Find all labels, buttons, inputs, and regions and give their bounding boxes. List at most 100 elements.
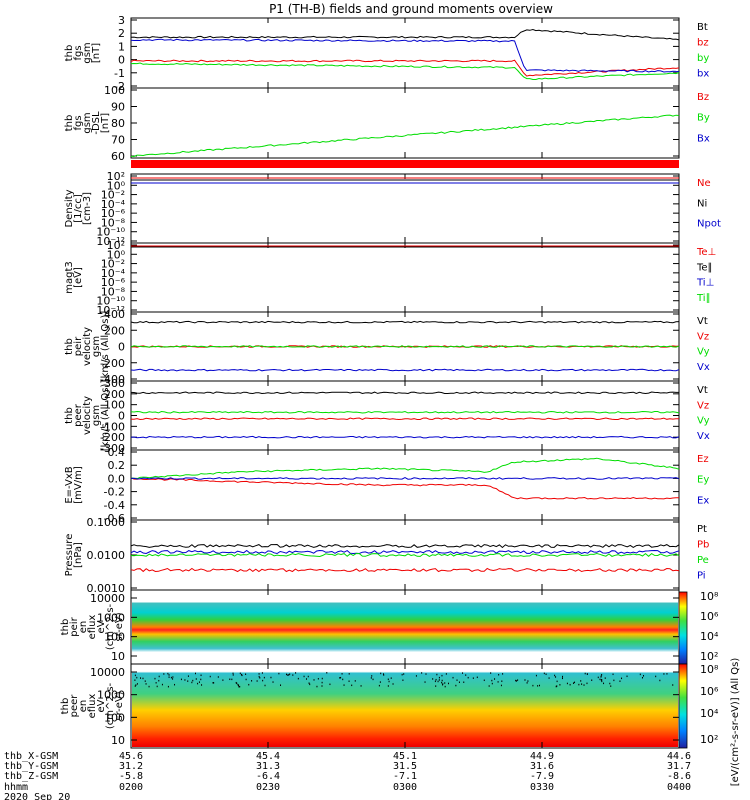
series-Vy (130, 345, 680, 348)
spectrogram-speckle (287, 674, 289, 676)
y-tick-label: -200 (100, 357, 125, 370)
y-axis-label: eflux (87, 615, 98, 640)
spectrogram-speckle (288, 674, 290, 676)
spectrogram-speckle (559, 684, 561, 686)
spectrogram-speckle (245, 673, 247, 676)
legend-entry: Vx (697, 362, 710, 373)
y-tick-label: -400 (100, 373, 125, 386)
spectrogram-speckle (390, 677, 392, 679)
spectrogram-speckle (604, 677, 606, 679)
spectrogram-speckle (545, 673, 547, 676)
y-tick-label: -1 (114, 67, 125, 80)
footer-value: 31.7 (667, 761, 691, 772)
spectrogram-speckle (402, 679, 404, 681)
y-tick-label: 200 (104, 324, 125, 337)
spectrogram-speckle (329, 683, 331, 686)
y-tick-label: 0.0 (108, 472, 126, 485)
spectrogram-speckle (217, 676, 219, 678)
spectrogram-speckle (239, 672, 241, 675)
spectrogram-speckle (339, 677, 341, 679)
footer-row-label: 2020 Sep 20 (4, 792, 70, 800)
spectrogram-speckle (490, 672, 492, 674)
y-axis-label: [1/cc] (73, 194, 84, 223)
spectrogram-speckle (566, 682, 568, 685)
y-axis-label: eflux (87, 694, 98, 719)
spectrogram-speckle (140, 677, 142, 679)
spectrogram-speckle (526, 682, 528, 684)
series-Vz (130, 417, 680, 421)
spectrogram-speckle (259, 677, 261, 679)
spectrogram-speckle (401, 673, 403, 676)
y-tick-label: 10⁻⁸ (101, 216, 126, 229)
y-axis-label: [km/s (All Qs)] (100, 311, 111, 383)
footer-row-label: thb_Y-GSM (4, 761, 58, 772)
y-tick-label: 10² (107, 239, 125, 252)
panel-peer_en_eflux: 10 100 1000 10000 thbpeerenefluxeV(cm^2-s-sr… (60, 663, 680, 749)
y-axis-label: gsm (82, 112, 93, 133)
spectrogram-speckle (387, 685, 389, 687)
spectrogram-speckle (370, 677, 372, 679)
y-tick-label: 100 (104, 631, 125, 644)
spectrogram-speckle (167, 685, 169, 688)
spectrogram-speckle (574, 681, 576, 684)
spectrogram-speckle (144, 680, 146, 682)
spectrogram-speckle (321, 681, 323, 684)
spectrogram-speckle (170, 676, 172, 679)
series-pressure-black (130, 543, 680, 549)
y-axis-label: fgs (73, 115, 84, 130)
y-axis-label: sr-eV) (114, 691, 125, 720)
spectrogram-speckle (415, 675, 417, 677)
spectrogram-speckle (351, 684, 353, 687)
y-tick-label: 10⁻¹² (96, 235, 125, 248)
spectrogram-speckle (463, 681, 465, 683)
spectrogram-speckle (578, 683, 580, 686)
spectrogram-speckle (612, 673, 614, 676)
spectrogram-speckle (286, 673, 287, 676)
y-tick-label: 0.2 (108, 459, 126, 472)
spectrogram-speckle (136, 676, 138, 679)
y-axis-label: fgs (73, 45, 84, 60)
spectrogram-speckle (240, 673, 242, 676)
spectrogram-speckle (388, 680, 390, 683)
spectrogram-speckle (383, 674, 385, 676)
y-axis-label: gsm (82, 42, 93, 63)
spectrogram-speckle (535, 674, 537, 677)
spectrogram-speckle (447, 682, 449, 685)
spectrogram-speckle (537, 685, 539, 687)
spectrogram-speckle (272, 681, 274, 683)
spectrogram-speckle (309, 683, 311, 686)
spectrogram-speckle (198, 681, 200, 683)
footer-value: 31.3 (256, 761, 280, 772)
footer-value: 0200 (119, 782, 143, 793)
legend-entry: Ex (697, 495, 709, 506)
spectrogram-speckle (192, 679, 194, 682)
spectrogram-speckle (465, 674, 467, 676)
spectrogram-speckle (517, 679, 519, 681)
spectrogram-speckle (155, 682, 157, 684)
series-bx (130, 38, 680, 73)
footer-row-label: thb_X-GSM (4, 751, 58, 762)
y-axis-label: velocity (82, 327, 93, 366)
spectrogram-speckle (445, 673, 447, 675)
y-axis-label: en (78, 700, 89, 713)
y-tick-label: 10⁻² (101, 258, 125, 271)
spectrogram-speckle (326, 672, 328, 674)
spectrogram-speckle (591, 679, 593, 681)
y-tick-label: 1 (118, 40, 125, 53)
spectrogram-speckle (231, 678, 233, 681)
spectrogram-speckle (601, 680, 603, 683)
footer-value: 0300 (393, 782, 417, 793)
spectrogram-speckle (348, 673, 350, 675)
panel-peir_en_eflux: 10 100 1000 10000 thbpeirenefluxeV(cm^2-s-sr… (60, 589, 680, 665)
spectrogram-speckle (488, 685, 490, 687)
footer-value: 0400 (667, 782, 691, 793)
series-pressure-green (130, 552, 680, 558)
footer-value: 45.1 (393, 751, 417, 762)
legend-entry: bz (697, 38, 709, 49)
spectrogram-speckle (292, 674, 294, 676)
y-tick-label: 10 (111, 650, 125, 663)
spectrogram-speckle (232, 674, 234, 676)
legend-entry: bx (697, 69, 709, 80)
y-tick-label: 0 (118, 341, 125, 354)
